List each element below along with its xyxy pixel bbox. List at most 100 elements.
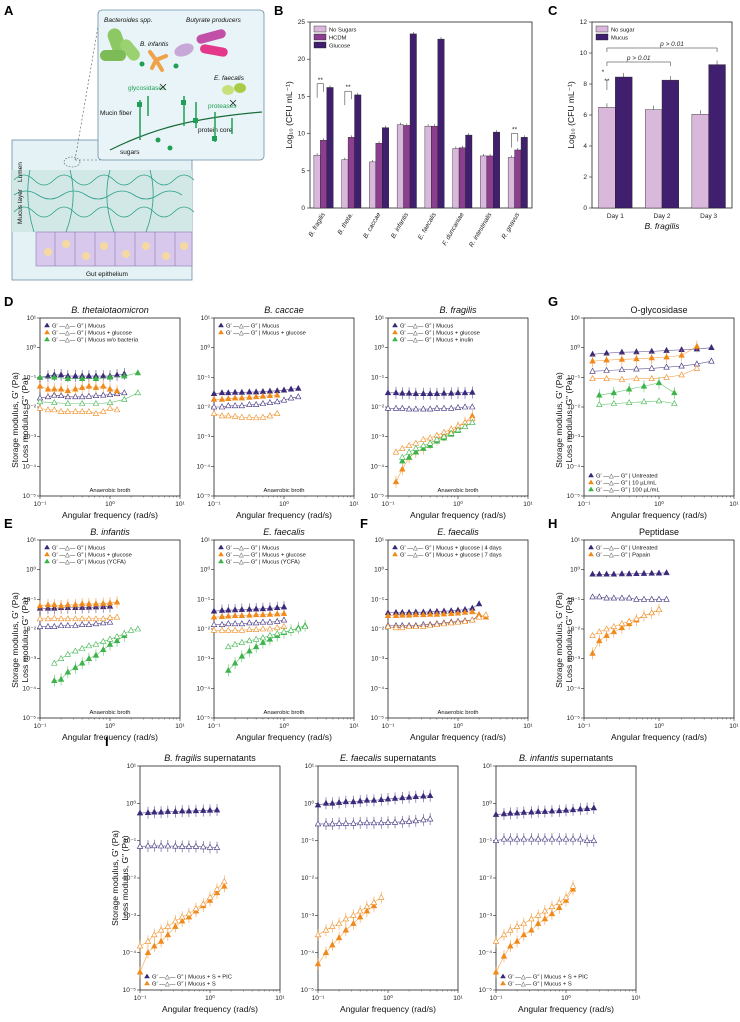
y-tick-label: 10¹ (201, 537, 211, 544)
data-point-marker (440, 389, 448, 396)
significance-bracket (316, 83, 324, 98)
data-point-marker (252, 635, 260, 642)
ylabel-loss-g: Loss modulus, G" (Pa) (564, 377, 574, 462)
data-point-marker (274, 629, 281, 636)
y-tick-label: 10⁻⁵ (197, 715, 211, 722)
plot-title: E. faecalis supernatants (340, 753, 437, 763)
y-tick-label: 10⁻¹ (479, 838, 493, 845)
series-line (599, 400, 675, 405)
data-point-marker (589, 570, 596, 577)
data-point-marker (370, 796, 378, 803)
gut-epithelium-label: Gut epithelium (86, 271, 128, 278)
data-point-marker (541, 807, 549, 814)
data-point-marker (274, 617, 281, 624)
data-point-marker (280, 616, 288, 623)
y-tick-label: 15 (298, 93, 306, 100)
legend-label: HCDM (329, 36, 347, 42)
broth-label: Anaerobic broth (264, 488, 305, 494)
data-point-marker (127, 626, 135, 633)
data-point-marker (590, 837, 598, 843)
legend-label: G′ —△— G″ | Papain (596, 553, 650, 559)
data-point-marker (218, 403, 226, 410)
legend-marker (392, 322, 398, 328)
y-tick-label: 10⁻³ (479, 912, 493, 919)
y-tick-label: 10¹ (27, 537, 37, 544)
ylabel-loss-e: Loss modulus, G" (Pa) (20, 597, 30, 682)
data-point-marker (335, 798, 343, 805)
data-point-marker (121, 389, 128, 396)
x-tick-label: Day 3 (700, 213, 717, 220)
data-point-marker (106, 385, 114, 392)
data-point-marker (200, 843, 207, 850)
rheology-plots: 10⁻¹ 10⁰ 10¹ 10¹ 10⁰ 10⁻¹ 10⁻² 10⁻³ 10⁻⁴ 10⁻⁵ Angu… (23, 305, 740, 1014)
data-point-marker (433, 390, 441, 397)
data-point-marker (363, 796, 371, 803)
data-point-marker (274, 604, 281, 611)
data-point-marker (100, 615, 107, 622)
series-line (317, 897, 382, 936)
x-axis-label: Angular frequency (rad/s) (518, 1004, 614, 1014)
data-point-marker (507, 809, 514, 816)
y-tick-label: 10⁰ (570, 566, 580, 574)
rheology-plot-i1: 10⁻¹ 10⁰ 10¹ 10¹ 10⁰ 10⁻¹ 10⁻² 10⁻³ 10⁻⁴ 10⁻⁵ Angu… (123, 753, 286, 1014)
bar (437, 38, 445, 209)
y-tick-label: 10⁻² (123, 875, 137, 882)
data-point-marker (92, 640, 100, 647)
rheology-plot-h: 10⁻¹ 10⁰ 10¹ 10¹ 10⁰ 10⁻¹ 10⁻² 10⁻³ 10⁻⁴ 10⁻⁵ Angu… (567, 527, 740, 742)
bar (480, 155, 488, 209)
bar (375, 143, 383, 209)
data-point-marker (426, 621, 434, 628)
epithelium-nucleus (122, 250, 130, 258)
data-point-marker (596, 637, 603, 644)
broth-label: Anaerobic broth (438, 710, 479, 716)
data-point-marker (36, 623, 44, 629)
data-point-marker (151, 808, 158, 815)
data-point-marker (218, 621, 226, 627)
data-point-marker (322, 949, 330, 955)
data-point-marker (92, 399, 100, 406)
data-point-marker (420, 390, 427, 397)
bar (465, 134, 473, 209)
data-point-marker (259, 625, 267, 632)
x-axis-label: Angular frequency (rad/s) (611, 510, 707, 520)
y-tick-label: 10⁻³ (567, 656, 581, 663)
legend-label: G′ —△— G″ | Mucus + S (152, 982, 216, 988)
data-point-marker (280, 386, 288, 393)
scissors-icon (159, 83, 167, 91)
y-tick-label: 10⁻³ (371, 656, 385, 663)
panel-letter-b: B (274, 3, 283, 18)
legend-marker (44, 329, 50, 335)
y-tick-label: 10⁻⁵ (197, 493, 211, 500)
infantis-label: B. infantis (140, 41, 169, 48)
legend-swatch (595, 25, 609, 33)
data-point-marker (420, 623, 427, 629)
data-point-marker (610, 399, 618, 406)
legend-marker (218, 544, 224, 550)
data-point-marker (610, 570, 618, 577)
y-tick-label: 10¹ (483, 763, 493, 770)
y-tick-label: 10⁻⁵ (479, 987, 493, 994)
data-point-marker (461, 422, 469, 429)
data-point-marker (356, 907, 364, 914)
data-point-marker (329, 820, 336, 827)
data-point-marker (399, 444, 406, 451)
data-point-marker (238, 402, 246, 409)
data-point-marker (218, 613, 226, 619)
legend-label: G′ —△— G″ | Mucus + S (508, 982, 572, 988)
data-point-marker (562, 806, 570, 813)
data-point-marker (412, 439, 420, 446)
zoom-line (74, 14, 101, 161)
bar (403, 125, 411, 209)
data-point-marker (399, 818, 406, 825)
data-point-marker (78, 615, 86, 622)
legend-label: G′ —△— G″ | Mucus (400, 324, 453, 330)
data-point-marker (178, 807, 186, 814)
data-point-marker (252, 401, 260, 407)
series-line (213, 413, 278, 419)
bar (313, 154, 321, 209)
data-point-marker (399, 465, 406, 472)
data-point-marker (534, 911, 542, 918)
data-point-marker (648, 364, 655, 371)
data-point-marker (113, 598, 121, 605)
